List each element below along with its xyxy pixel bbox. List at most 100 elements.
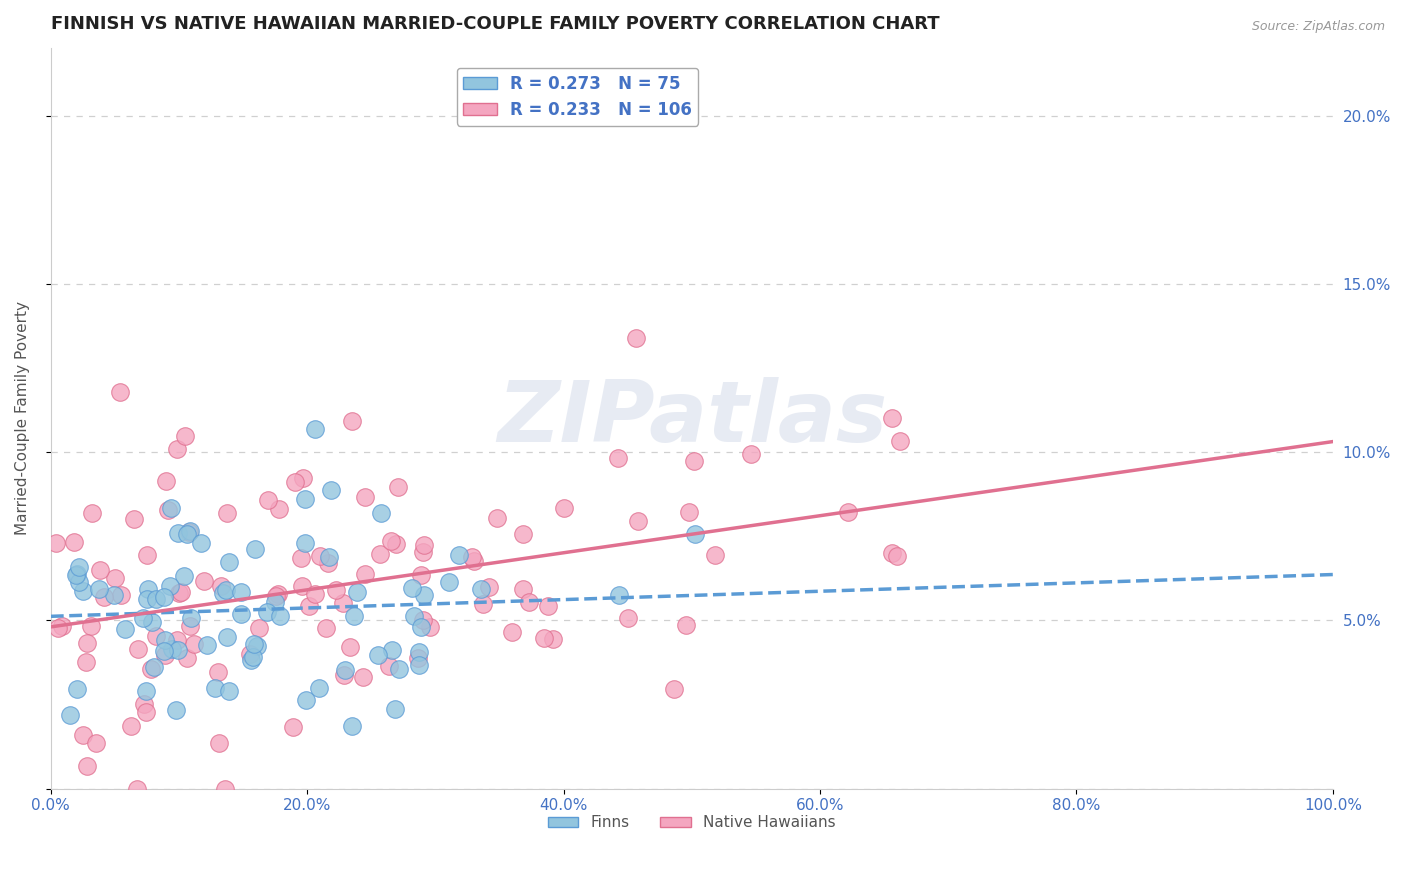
Point <box>207 665 229 679</box>
Point <box>461 550 484 565</box>
Point <box>412 545 434 559</box>
Point <box>675 617 697 632</box>
Point <box>51 619 73 633</box>
Point <box>269 608 291 623</box>
Point <box>412 588 434 602</box>
Point <box>127 781 149 796</box>
Point <box>208 736 231 750</box>
Point <box>471 597 494 611</box>
Point <box>284 475 307 489</box>
Point <box>264 595 287 609</box>
Point <box>388 662 411 676</box>
Point <box>624 331 647 345</box>
Point <box>678 505 700 519</box>
Point <box>315 621 337 635</box>
Point <box>190 535 212 549</box>
Point <box>704 548 727 562</box>
Point <box>419 620 441 634</box>
Point <box>354 490 377 504</box>
Point <box>135 683 157 698</box>
Point <box>239 647 262 661</box>
Point <box>294 536 316 550</box>
Point <box>470 582 492 596</box>
Point <box>512 526 534 541</box>
Point <box>340 718 363 732</box>
Point <box>231 585 253 599</box>
Point <box>304 422 326 436</box>
Point <box>66 567 89 582</box>
Point <box>463 554 485 568</box>
Point <box>377 659 399 673</box>
Point <box>380 534 402 549</box>
Point <box>132 697 155 711</box>
Point <box>160 641 183 656</box>
Point <box>157 503 180 517</box>
Point <box>166 642 188 657</box>
Point <box>447 548 470 562</box>
Point <box>103 588 125 602</box>
Point <box>339 640 361 654</box>
Point <box>167 525 190 540</box>
Point <box>93 590 115 604</box>
Point <box>412 613 434 627</box>
Point <box>72 728 94 742</box>
Point <box>136 548 159 562</box>
Point <box>281 720 304 734</box>
Point <box>246 639 269 653</box>
Point <box>239 653 262 667</box>
Point <box>264 590 287 604</box>
Point <box>159 579 181 593</box>
Point <box>127 641 149 656</box>
Point <box>66 681 89 696</box>
Point <box>75 656 97 670</box>
Point <box>381 643 404 657</box>
Point <box>132 611 155 625</box>
Point <box>229 607 252 621</box>
Point <box>59 708 82 723</box>
Point <box>437 574 460 589</box>
Point <box>209 579 232 593</box>
Point <box>110 385 132 400</box>
Point <box>247 621 270 635</box>
Point <box>408 645 430 659</box>
Point <box>215 630 238 644</box>
Point <box>662 681 685 696</box>
Point <box>76 759 98 773</box>
Point <box>89 563 111 577</box>
Point <box>267 501 290 516</box>
Point <box>138 582 160 596</box>
Point <box>404 609 426 624</box>
Point <box>294 492 316 507</box>
Point <box>242 637 264 651</box>
Point <box>204 681 226 695</box>
Point <box>65 568 87 582</box>
Point <box>512 582 534 596</box>
Point <box>165 703 187 717</box>
Point <box>617 611 640 625</box>
Point <box>176 527 198 541</box>
Point <box>886 549 908 563</box>
Point <box>84 736 107 750</box>
Point <box>218 684 240 698</box>
Point <box>136 591 159 606</box>
Point <box>67 575 90 590</box>
Point <box>333 667 356 681</box>
Point <box>340 414 363 428</box>
Point <box>110 588 132 602</box>
Point <box>211 586 233 600</box>
Point <box>367 648 389 663</box>
Point <box>291 579 314 593</box>
Point <box>325 582 347 597</box>
Point <box>837 504 859 518</box>
Point <box>553 500 575 515</box>
Point <box>309 549 332 563</box>
Point <box>607 451 630 466</box>
Point <box>62 535 84 549</box>
Point <box>177 524 200 539</box>
Point <box>145 629 167 643</box>
Point <box>218 555 240 569</box>
Point <box>215 582 238 597</box>
Point <box>409 568 432 582</box>
Point <box>44 536 66 550</box>
Point <box>298 599 321 613</box>
